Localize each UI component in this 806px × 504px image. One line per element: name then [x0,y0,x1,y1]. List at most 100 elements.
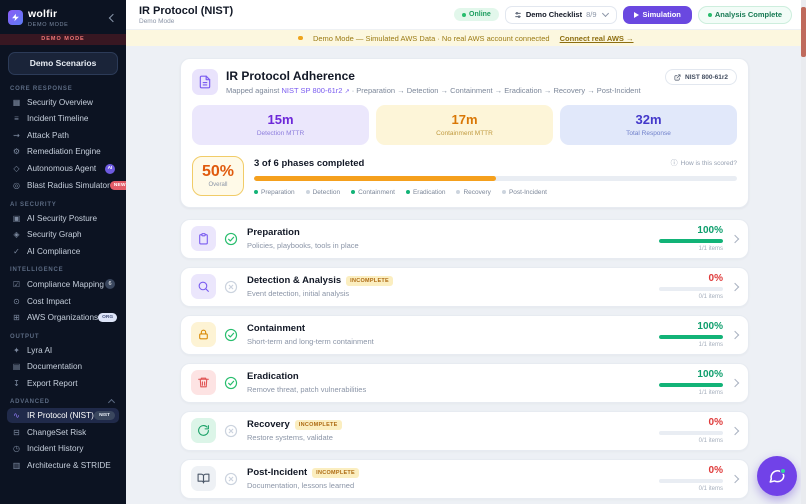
sidebar-item-ai-security-posture[interactable]: ▣ AI Security Posture [12,213,98,223]
demo-checklist-dropdown[interactable]: Demo Checklist 8/9 [504,5,617,24]
online-status-badge[interactable]: Online [454,8,499,21]
count-badge: 6 [105,279,115,289]
sidebar-item-incident-timeline[interactable]: ≡ Incident Timeline [7,111,119,126]
phase-row-eradication[interactable]: Eradication Remove threat, patch vulnera… [180,362,749,403]
chat-fab-button[interactable] [757,456,797,496]
list-icon: ≡ [14,114,19,123]
sidebar-item-export-report[interactable]: ↧ Export Report [7,376,119,391]
org-boxes-icon: ⊞ [13,313,20,322]
sidebar-item-remediation-engine[interactable]: ⚙ Remediation Engine [12,147,101,156]
topbar: IR Protocol (NIST) Demo Mode Online Demo… [126,0,806,30]
info-icon: ⓘ [670,160,678,167]
scrollbar-thumb[interactable] [801,7,806,57]
sidebar-item-autonomous-agent[interactable]: ◇ Autonomous Agent AI [7,161,119,177]
sidebar: wolfir DEMO MODE DEMO MODE Demo Scenario… [0,0,126,504]
open-book-icon [191,466,216,491]
chevron-right-icon[interactable] [730,234,740,243]
sidebar-collapse-icon[interactable] [108,13,118,22]
adherence-title: IR Protocol Adherence [226,69,355,83]
chevron-right-icon[interactable] [730,426,740,435]
sidebar-item-documentation[interactable]: ▤ Documentation [12,362,83,371]
external-link-icon [674,74,681,80]
sidebar-item-ai-compliance[interactable]: ✓ AI Compliance [7,244,119,259]
lock-icon [191,322,216,347]
download-icon: ↧ [13,378,20,388]
chat-status-dot [780,468,786,474]
nist-sp-link[interactable]: NIST SP 800-61r2 [281,86,343,95]
scoring-help-link[interactable]: ⓘ How is this scored? [670,159,737,168]
chevron-right-icon[interactable] [730,282,740,291]
chevron-right-icon[interactable] [730,474,740,483]
sliders-icon [515,11,521,18]
section-intelligence: INTELLIGENCE [10,267,64,273]
sidebar-item-compliance-mapping[interactable]: ☑ Compliance Mapping 6 [7,276,119,292]
phase-progress-track [659,239,723,244]
demo-scenarios-button[interactable]: Demo Scenarios [8,51,118,75]
section-advanced[interactable]: ADVANCED [7,392,119,408]
trash-icon [191,370,216,395]
adherence-card: IR Protocol Adherence Mapped against NIS… [180,58,749,208]
sidebar-item-blast-radius-simulator[interactable]: ◎ Blast Radius Simulator NEW [7,178,126,193]
sidebar-item-cost-impact[interactable]: ⊙ Cost Impact [7,294,119,309]
sidebar-item-incident-history[interactable]: ◷ Incident History [13,444,84,453]
page-subtitle: Demo Mode [139,17,175,25]
legend-dot-done [351,190,356,194]
check-icon: ✓ [13,246,20,256]
banner-dot-icon [298,35,303,41]
overall-progress-track [254,175,737,181]
chevron-right-icon[interactable] [730,330,740,339]
analysis-complete-badge[interactable]: Analysis Complete [697,5,792,24]
chevron-up-icon [107,398,116,406]
phase-percent: 0% [708,417,723,429]
phase-items-count: 1/1 items [698,389,723,396]
play-icon [633,11,639,18]
phase-percent: 100% [697,369,723,381]
phase-progress-track [659,287,723,292]
status-dot-icon [707,12,712,17]
phase-legend: Preparation Detection Containment Eradic… [254,189,737,196]
overall-score-box: 50% Overall [192,155,244,196]
checklist-count: 8/9 [586,10,597,19]
phase-row-containment[interactable]: Containment Short-term and long-term con… [180,314,749,355]
phase-row-preparation[interactable]: Preparation Policies, playbooks, tools i… [180,218,749,259]
x-circle-icon [224,280,238,293]
shield-icon: ▣ [12,213,21,223]
checklist-icon: ☑ [12,279,21,289]
sidebar-item-lyra-ai[interactable]: ✦ Lyra AI [7,343,119,358]
sidebar-item-ir-protocol-nist[interactable]: ∿ IR Protocol (NIST) NIST [7,408,119,423]
sparkle-icon: ✦ [13,345,20,355]
clipboard-icon [191,226,216,251]
pulse-icon: ∿ [13,411,20,420]
sidebar-item-attack-path[interactable]: ⇝ Attack Path [7,128,119,143]
grid-icon: ▦ [12,97,21,107]
chevron-right-icon[interactable] [730,378,740,387]
radar-icon: ◎ [13,181,20,190]
nist-standard-badge[interactable]: NIST 800-61r2 [665,69,737,85]
check-circle-icon [224,376,238,389]
sidebar-item-security-graph[interactable]: ◈ Security Graph [7,227,119,242]
phase-percent: 100% [697,225,723,237]
brand-mode-label: DEMO MODE [28,21,69,28]
phase-row-detection-analysis[interactable]: Detection & Analysis INCOMPLETE Event det… [180,266,749,307]
phase-progress-track [659,383,723,388]
phase-row-post-incident[interactable]: Post-Incident INCOMPLETE Documentation, l… [180,458,749,499]
sidebar-item-aws-organizations[interactable]: ⊞ AWS Organizations ORG [7,310,119,325]
section-output: OUTPUT [10,333,40,340]
phase-items-count: 1/1 items [698,245,723,252]
sidebar-item-security-overview[interactable]: ▦ Security Overview [12,97,93,107]
external-link-icon: ↗ [344,89,350,95]
document-check-icon [192,69,218,95]
simulation-button[interactable]: Simulation [622,5,692,24]
clock-icon: ◷ [13,444,20,453]
graph-icon: ◈ [13,230,20,239]
phase-progress-track [659,479,723,484]
phase-row-recovery[interactable]: Recovery INCOMPLETE Restore systems, vali… [180,410,749,451]
incomplete-badge: INCOMPLETE [294,419,342,430]
refresh-icon [191,418,216,443]
check-circle-icon [224,328,238,341]
content-scroll-area: IR Protocol Adherence Mapped against NIS… [126,46,806,504]
sidebar-item-architecture-stride[interactable]: ▥ Architecture & STRIDE [12,460,111,470]
sidebar-item-changeset-risk[interactable]: ⊟ ChangeSet Risk [7,425,119,440]
connect-aws-link[interactable]: Connect real AWS → [559,33,634,43]
document-icon: ▤ [12,362,21,371]
